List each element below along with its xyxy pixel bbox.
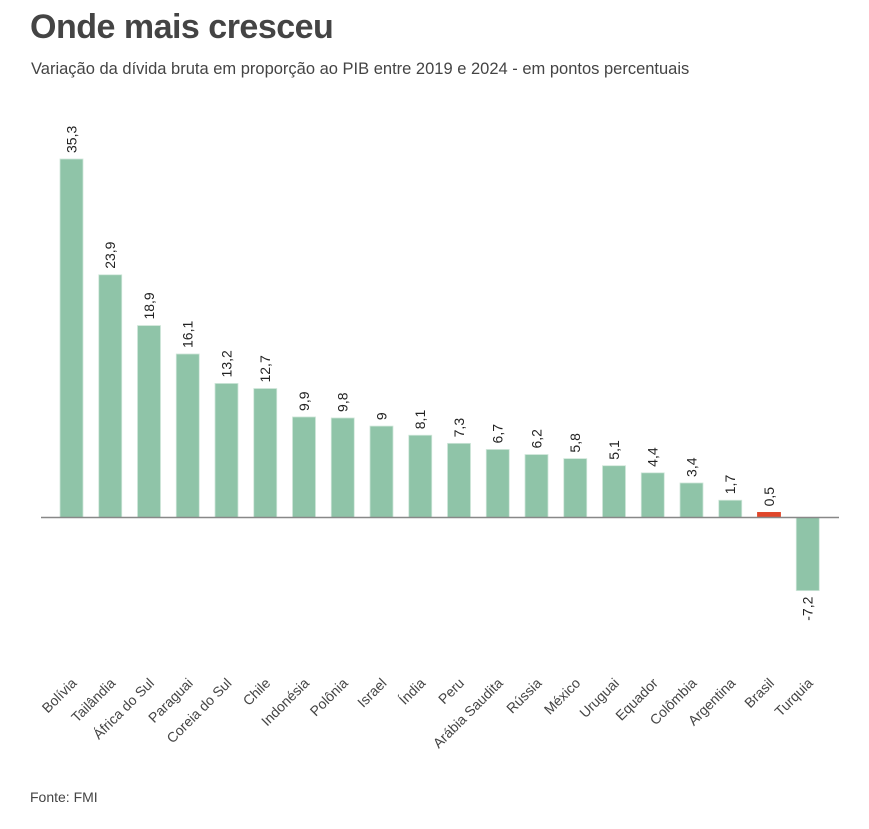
category-label-12: Rússia: [503, 675, 545, 717]
bar-1: [98, 274, 123, 518]
value-label-17: 1,7: [722, 475, 738, 495]
bar-17: [718, 499, 743, 518]
category-label-19: Turquia: [771, 675, 816, 720]
bar-11: [485, 449, 510, 518]
value-label-2: 18,9: [141, 292, 157, 319]
bar-6: [292, 416, 316, 518]
bar-9: [408, 434, 433, 518]
value-label-1: 23,9: [102, 241, 118, 268]
bar-8: [369, 425, 394, 518]
value-label-15: 4,4: [645, 447, 661, 467]
category-label-10: Peru: [435, 675, 467, 707]
value-label-11: 6,7: [490, 424, 506, 444]
value-label-16: 3,4: [684, 457, 700, 477]
category-label-7: Polônia: [307, 675, 351, 719]
value-label-7: 9,8: [335, 392, 351, 412]
bar-10: [447, 442, 471, 518]
category-label-5: Chile: [239, 675, 273, 709]
value-label-5: 12,7: [257, 355, 273, 382]
value-label-12: 6,2: [529, 429, 545, 449]
chart-title: Onde mais cresceu: [30, 8, 334, 46]
bar-7: [330, 417, 355, 518]
value-label-18: 0,5: [761, 487, 777, 507]
value-label-19: -7,2: [800, 596, 816, 620]
category-label-8: Israel: [354, 675, 390, 711]
value-label-10: 7,3: [451, 418, 467, 438]
bar-18: [757, 512, 781, 518]
bar-0: [59, 158, 84, 518]
value-label-6: 9,9: [296, 391, 312, 411]
bar-5: [253, 388, 278, 518]
value-label-3: 16,1: [180, 321, 196, 348]
source-note: Fonte: FMI: [30, 789, 98, 805]
bar-2: [137, 325, 161, 518]
bar-3: [175, 353, 200, 518]
bar-16: [679, 482, 704, 518]
value-label-0: 35,3: [64, 126, 80, 153]
value-label-9: 8,1: [412, 410, 428, 430]
bars-group: [59, 158, 820, 592]
category-label-18: Brasil: [741, 675, 777, 711]
value-label-14: 5,1: [606, 440, 622, 460]
category-label-9: Índia: [396, 675, 429, 708]
category-label-11: Arábia Saudita: [430, 675, 506, 751]
bar-19: [795, 517, 820, 592]
value-labels-group: 35,3 23,9 18,9 16,1 13,2 12,7 9,9 9,8 9 8,1 7,3 6,7…: [64, 126, 816, 621]
bar-14: [602, 465, 626, 518]
bar-12: [524, 454, 549, 518]
bar-15: [640, 472, 665, 518]
bar-4: [214, 383, 239, 518]
value-label-4: 13,2: [219, 350, 235, 377]
bar-13: [563, 458, 588, 518]
chart-subtitle: Variação da dívida bruta em proporção ao…: [31, 60, 690, 78]
value-label-8: 9: [374, 412, 390, 420]
value-label-13: 5,8: [567, 433, 583, 453]
